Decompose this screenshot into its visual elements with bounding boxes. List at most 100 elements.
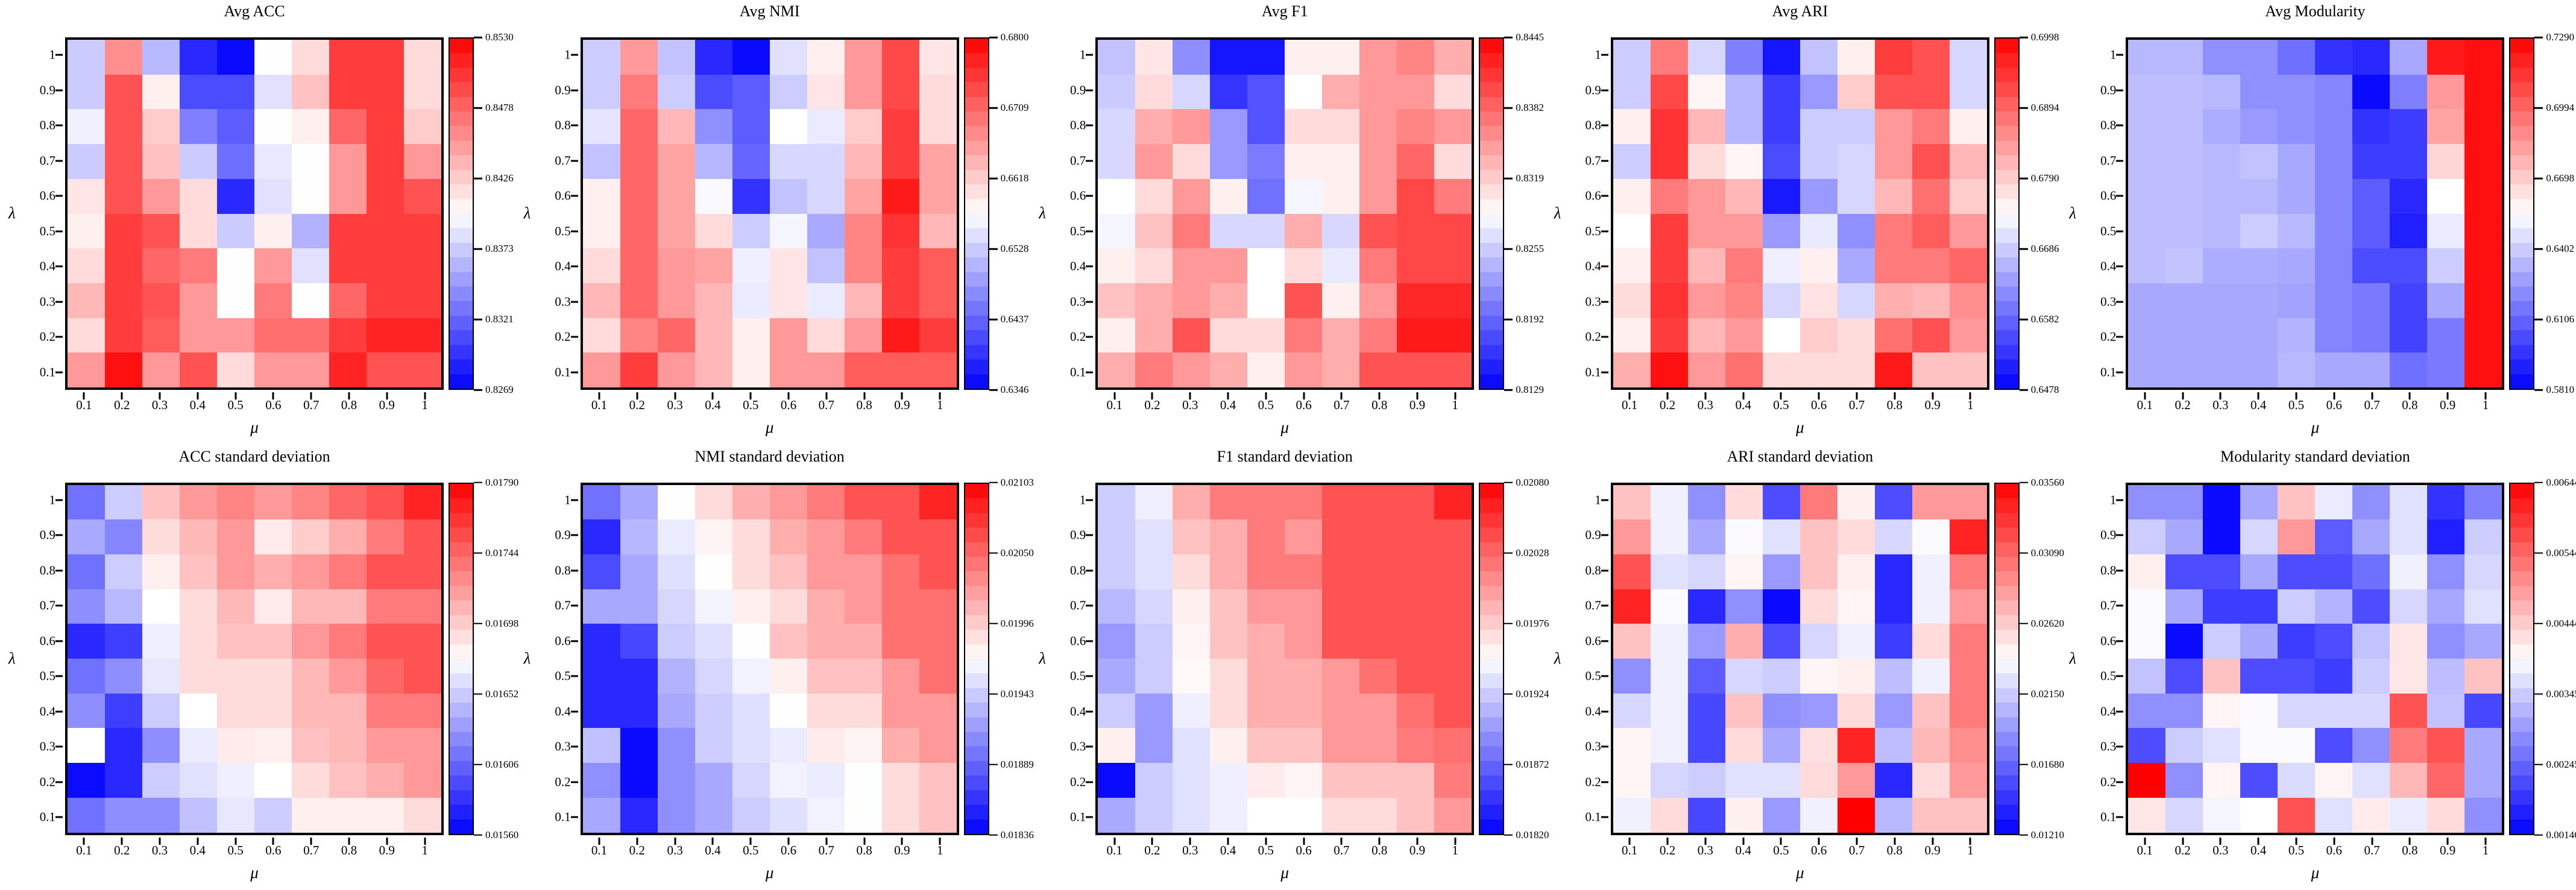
- heatmap-cell: [2315, 519, 2353, 554]
- heatmap-cell: [2315, 248, 2353, 283]
- colorbar-tick-label: 0.8382: [1516, 102, 1544, 113]
- heatmap-cell: [367, 519, 404, 554]
- heatmap-cell: [1725, 763, 1763, 798]
- x-tick-label: 0.3: [1697, 842, 1713, 857]
- x-tick-label: 0.8: [856, 842, 872, 857]
- heatmap-cell: [2352, 283, 2390, 318]
- heatmap-cell: [2165, 589, 2203, 624]
- heatmap-cell: [2278, 519, 2316, 554]
- heatmap-cell: [217, 589, 254, 624]
- y-tick-mark: [1601, 89, 1608, 92]
- heatmap-cell: [1762, 353, 1800, 387]
- heatmap-cell: [217, 797, 254, 833]
- y-tick-mark: [1601, 499, 1608, 501]
- heatmap-cell: [1762, 318, 1800, 353]
- heatmap-cell: [1359, 178, 1397, 214]
- colorbar-tick-label: 0.6528: [1000, 243, 1029, 254]
- heatmap-cell: [844, 484, 882, 520]
- heatmap-cell: [1837, 589, 1875, 624]
- heatmap-cell: [1247, 763, 1285, 798]
- heatmap-cell: [180, 763, 217, 798]
- heatmap-cell: [1800, 109, 1838, 145]
- heatmap-cell: [1210, 74, 1248, 110]
- colorbar-tick-label: 0.6686: [2030, 243, 2059, 254]
- heatmap-cell: [329, 178, 367, 214]
- heatmap-cell: [2240, 213, 2278, 249]
- heatmap-cell: [881, 109, 919, 145]
- heatmap-cell: [1949, 74, 1987, 110]
- colorbar-tick-label: 0.03090: [2030, 547, 2065, 559]
- heatmap-cell: [732, 693, 770, 729]
- heatmap-cell: [1098, 144, 1136, 179]
- y-tick-mark: [2116, 710, 2124, 713]
- heatmap-cell: [582, 554, 620, 589]
- y-tick-mark: [570, 781, 578, 783]
- heatmap-cell: [769, 40, 807, 75]
- x-tick-label: 0.2: [114, 398, 130, 412]
- heatmap-cell: [1098, 109, 1136, 145]
- heatmap-cell: [367, 74, 404, 110]
- y-tick-label: 0.8: [555, 563, 571, 578]
- x-tick-label: 0.6: [1296, 398, 1312, 412]
- x-axis-label: μ: [1280, 418, 1289, 436]
- heatmap-cell: [1434, 763, 1472, 798]
- colorbar-tick-mark: [1504, 107, 1513, 109]
- heatmap-cell: [1173, 484, 1211, 520]
- heatmap-cell: [1837, 659, 1875, 694]
- y-tick-mark: [55, 816, 63, 818]
- heatmap-cell: [1800, 484, 1838, 520]
- colorbar-tick-label: 0.01889: [1000, 758, 1034, 770]
- heatmap-cell: [367, 554, 404, 589]
- heatmap-cell: [732, 40, 770, 75]
- heatmap-cell: [1949, 213, 1987, 249]
- colorbar-tick-mark: [2534, 834, 2543, 836]
- x-tick-label: 0.7: [303, 398, 320, 412]
- heatmap-cell: [2352, 318, 2390, 353]
- heatmap-cell: [1949, 144, 1987, 179]
- y-tick-labels: 1 0.9 0.8 0.7 0.6 0.5 0.4 0.3 0.2 0.1: [1546, 37, 1601, 390]
- heatmap-cell: [2165, 109, 2203, 145]
- heatmap-cell: [620, 283, 658, 318]
- y-tick-label: 0.9: [39, 83, 55, 98]
- heatmap-cell: [2203, 589, 2241, 624]
- heatmap-cell: [1359, 728, 1397, 763]
- heatmap-cell: [1650, 248, 1688, 283]
- heatmap-cell: [1098, 797, 1136, 833]
- heatmap-cell: [1725, 797, 1763, 833]
- heatmap-cell: [732, 178, 770, 214]
- y-tick-mark: [55, 499, 63, 501]
- heatmap-cell: [1762, 109, 1800, 145]
- heatmap-cell: [1874, 797, 1912, 833]
- colorbar-tick-label: 0.01652: [485, 688, 519, 700]
- heatmap-cell: [2128, 554, 2166, 589]
- heatmap-cell: [881, 624, 919, 659]
- y-tick-mark: [55, 54, 63, 56]
- heatmap-cell: [1725, 728, 1763, 763]
- heatmap-cell: [404, 40, 441, 75]
- y-tick-mark: [55, 640, 63, 642]
- colorbar-tick-mark: [2019, 693, 2028, 695]
- y-tick-label: 0.1: [39, 365, 55, 380]
- heatmap-cell: [329, 624, 367, 659]
- heatmap-cell: [1322, 659, 1360, 694]
- heatmap-cell: [2278, 248, 2316, 283]
- x-axis-label: μ: [250, 418, 259, 436]
- heatmap-cell: [367, 318, 404, 353]
- x-tick-label: 0.7: [1848, 398, 1865, 412]
- heatmap-cell: [694, 554, 732, 589]
- heatmap-cell: [217, 484, 254, 520]
- heatmap-cell: [844, 659, 882, 694]
- heatmap-cell: [367, 248, 404, 283]
- heatmap-cell: [919, 659, 957, 694]
- y-tick-label: 0.9: [39, 527, 55, 542]
- colorbar-tick-mark: [989, 318, 998, 321]
- heatmap-cell: [2390, 109, 2428, 145]
- heatmap-cell: [1173, 74, 1211, 110]
- x-tick-label: 1: [421, 842, 428, 857]
- heatmap-cell: [1135, 728, 1173, 763]
- colorbar-tick-labels: 0.01790 0.01744 0.01698 0.01652 0.01606 0.015…: [474, 477, 528, 841]
- heatmap-cell: [694, 213, 732, 249]
- y-tick-labels: 1 0.9 0.8 0.7 0.6 0.5 0.4 0.3 0.2 0.1: [1030, 37, 1086, 390]
- heatmap-cell: [694, 40, 732, 75]
- x-tick-label: 1: [1967, 398, 1974, 412]
